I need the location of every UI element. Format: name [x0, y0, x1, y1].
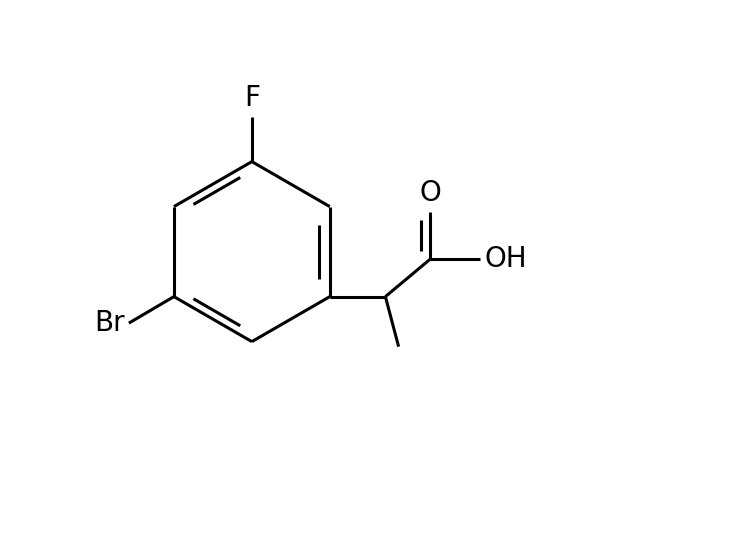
- Text: OH: OH: [484, 245, 527, 273]
- Text: O: O: [420, 179, 441, 207]
- Text: Br: Br: [94, 309, 125, 337]
- Text: F: F: [244, 85, 260, 112]
